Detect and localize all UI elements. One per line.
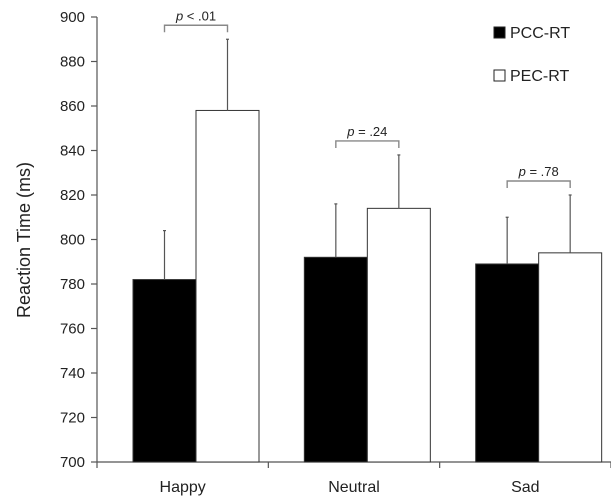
y-tick-label: 780: [60, 276, 85, 293]
y-tick-label: 820: [60, 187, 85, 204]
y-tick-label: 800: [60, 232, 85, 249]
y-axis-title: Reaction Time (ms): [14, 162, 34, 318]
bar-pcc-rt: [132, 279, 197, 463]
bar-pec-rt: [195, 109, 260, 463]
y-tick-label: 740: [60, 365, 85, 382]
legend-label-pcc-rt: PCC-RT: [510, 25, 570, 42]
bar-pec-rt: [538, 252, 603, 463]
significance-label: p < .01: [175, 8, 216, 23]
x-tick-label: Happy: [160, 479, 206, 496]
y-tick-label: 720: [60, 410, 85, 427]
significance-bracket: [335, 140, 400, 148]
significance-label: p = .24: [346, 124, 387, 139]
bar-pec-rt: [366, 207, 431, 463]
y-tick-label: 700: [60, 454, 85, 471]
legend-swatch-pcc-rt: [493, 26, 506, 39]
significance-label: p = .78: [518, 164, 559, 179]
y-tick-label: 760: [60, 321, 85, 338]
plot-area: 700 720 740 760 780 800 820 840 860 880 900 Happy p …: [60, 8, 611, 496]
significance-bracket: [163, 24, 229, 33]
legend: PCC-RT PEC-RT: [493, 25, 570, 85]
legend-label-pec-rt: PEC-RT: [510, 68, 569, 85]
significance-bracket: [506, 180, 571, 188]
bar-pcc-rt: [475, 263, 540, 463]
x-tick-label: Neutral: [328, 479, 380, 496]
legend-swatch-pec-rt: [493, 69, 506, 82]
y-tick-label: 880: [60, 54, 85, 71]
y-tick-label: 900: [60, 9, 85, 26]
y-tick-label: 860: [60, 98, 85, 115]
y-tick-label: 840: [60, 143, 85, 160]
x-tick-label: Sad: [511, 479, 539, 496]
bar-pcc-rt: [303, 256, 368, 463]
